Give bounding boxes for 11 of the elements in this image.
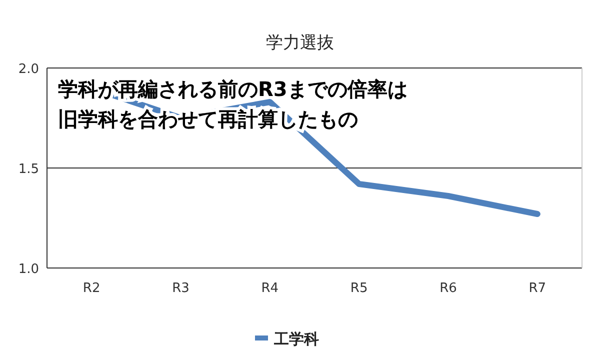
x-tick-label: R3 bbox=[172, 281, 190, 296]
chart-title: 学力選抜 bbox=[266, 33, 334, 53]
y-tick-label: 2.0 bbox=[18, 62, 39, 77]
x-tick-label: R7 bbox=[528, 281, 546, 296]
y-tick-label: 1.5 bbox=[18, 162, 39, 177]
legend-label: 工学科 bbox=[273, 330, 319, 348]
x-tick-label: R5 bbox=[350, 281, 368, 296]
x-tick-label: R6 bbox=[440, 281, 457, 296]
y-tick-label: 1.0 bbox=[18, 262, 39, 277]
x-tick-label: R4 bbox=[261, 281, 279, 296]
x-tick-label: R2 bbox=[82, 281, 100, 296]
